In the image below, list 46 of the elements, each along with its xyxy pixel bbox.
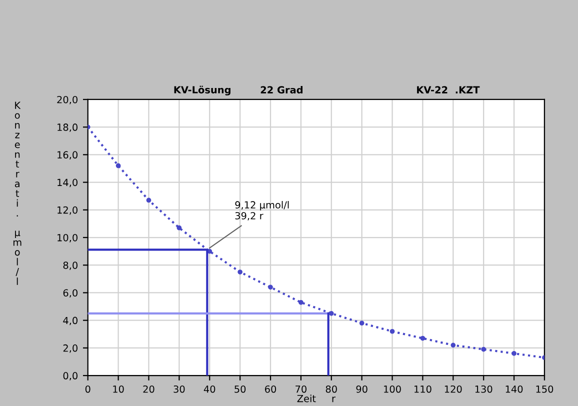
y-tick-label: 18,0	[58, 124, 78, 132]
x-tick-label: 80	[326, 385, 337, 393]
text: Konzentrati. µmol/l	[13, 102, 22, 285]
y-tick-label: 0,0	[63, 372, 78, 380]
x-tick-label: 120	[444, 385, 462, 393]
y-tick-label: 8,0	[63, 262, 78, 270]
y-tick-label: 6,0	[63, 289, 78, 298]
point	[390, 328, 395, 334]
y-tick-label: 14,0	[58, 178, 78, 188]
x-tick-label: 70	[296, 385, 306, 393]
x-tick-label: 20	[143, 385, 154, 393]
point	[481, 346, 486, 352]
y-tick-label: 12,0	[58, 206, 78, 215]
chart-title: KV-Lösung	[174, 86, 230, 96]
point	[328, 311, 334, 316]
chart-subtitle: 22 Grad	[260, 86, 302, 94]
point	[512, 351, 516, 356]
x-tick-label: 130	[475, 385, 492, 393]
x-tick-label: 60	[264, 385, 276, 393]
y-tick-label: 16,0	[58, 151, 78, 160]
point	[359, 320, 364, 326]
x-tick-label: 50	[234, 385, 246, 393]
x-tick-label: 30	[174, 385, 185, 393]
y-tick-label: 20,0	[57, 96, 78, 104]
y-tick-label: 10,0	[58, 234, 78, 242]
annotation: 9,12 µmol/l 39,2 r	[235, 201, 289, 220]
y-tick-label: 2,0	[63, 344, 78, 353]
point	[298, 300, 304, 305]
x-tick-label: 40	[204, 385, 216, 393]
x-tick-label: 150	[536, 385, 554, 393]
x-tick-label: 110	[414, 385, 432, 393]
x-tick-label: 0	[85, 385, 90, 393]
point	[420, 336, 426, 341]
x-tick-label: 140	[506, 385, 523, 393]
point	[238, 270, 242, 274]
point	[176, 225, 182, 230]
x-tick-label: 10	[113, 385, 124, 393]
point	[146, 198, 152, 203]
point	[268, 284, 273, 290]
point	[116, 163, 121, 168]
x-tick-label: 100	[384, 385, 401, 393]
y-tick-label: 4,0	[63, 316, 78, 326]
point	[450, 342, 456, 348]
text: KV-22 .KZT	[417, 86, 480, 94]
x-axis-title: Zeit r	[297, 394, 336, 402]
x-tick-label: 90	[356, 385, 368, 393]
